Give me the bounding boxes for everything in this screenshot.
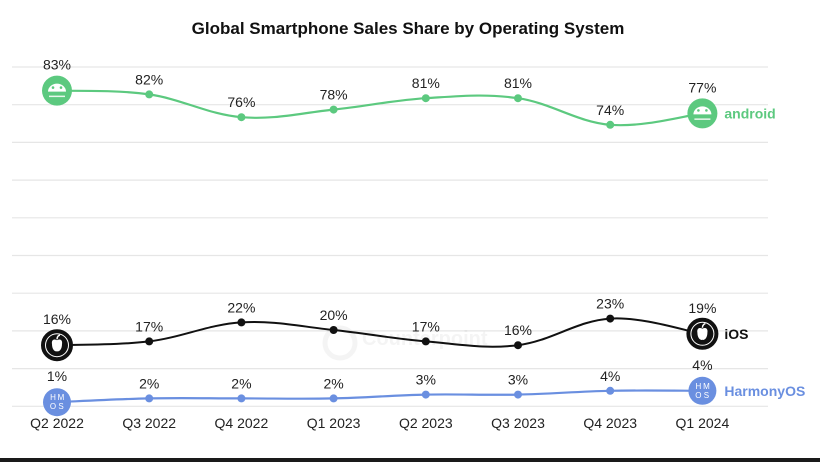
data-label: 16%: [504, 322, 532, 338]
svg-text:O: O: [695, 391, 701, 400]
chart-title: Global Smartphone Sales Share by Operati…: [192, 19, 625, 38]
series-harmonyos: 1% 2% 2% 2% 3% 3% 4%4%H MO SH MO S HarmonyOS: [43, 357, 805, 417]
data-label: 76%: [227, 94, 255, 110]
svg-text:S: S: [704, 391, 709, 400]
svg-text:O: O: [50, 402, 56, 411]
android-icon: [42, 75, 72, 106]
data-label: 2%: [139, 375, 159, 391]
harmonyos-icon: H MO S: [43, 388, 71, 417]
x-axis: Q2 2022 Q3 2022 Q4 2022 Q1 2023 Q2 2023 Q3 20…: [30, 415, 729, 431]
data-point: [329, 394, 338, 403]
data-point: [421, 337, 430, 346]
data-label: 23%: [596, 296, 624, 312]
data-label: 83%: [43, 57, 71, 73]
data-label: 81%: [504, 75, 532, 91]
data-label: 4%: [692, 357, 712, 373]
data-label: 17%: [135, 318, 163, 334]
x-tick-label: Q2 2022: [30, 415, 84, 431]
data-label: 3%: [416, 372, 436, 388]
series-android: 83% 82% 76% 78% 81% 81% 74% 77% android: [42, 57, 776, 129]
data-label: 22%: [227, 299, 255, 315]
data-point: [237, 394, 246, 403]
series-ios: 16% 17% 22% 20% 17% 16% 23% 19% iOS: [41, 296, 749, 362]
data-label: 3%: [508, 372, 528, 388]
data-point: [606, 386, 615, 395]
series-line: [56, 317, 703, 348]
svg-text:S: S: [58, 402, 63, 411]
apple-icon: [686, 317, 719, 350]
data-point: [421, 390, 430, 399]
data-point: [514, 94, 522, 103]
data-label: 74%: [596, 102, 624, 118]
gridlines: [12, 66, 768, 407]
data-point: [145, 394, 154, 403]
data-point: [329, 326, 338, 334]
svg-text:M: M: [703, 382, 710, 391]
x-tick-label: Q4 2022: [215, 415, 269, 431]
legend-label: iOS: [724, 326, 748, 342]
data-label: 19%: [688, 300, 716, 316]
svg-text:H: H: [50, 393, 56, 402]
data-point: [329, 105, 338, 114]
data-point: [514, 390, 522, 399]
data-label: 81%: [412, 75, 440, 91]
data-point: [606, 120, 615, 129]
x-tick-label: Q4 2023: [583, 415, 637, 431]
bottom-border: [0, 458, 820, 462]
data-label: 2%: [323, 375, 343, 391]
data-point: [421, 94, 430, 103]
data-label: 77%: [688, 79, 716, 95]
data-point: [145, 90, 154, 99]
data-label: 16%: [43, 311, 71, 327]
data-label: 1%: [47, 368, 67, 384]
apple-icon: [41, 329, 73, 362]
data-label: 2%: [231, 375, 251, 391]
x-tick-label: Q3 2022: [122, 415, 176, 431]
x-tick-label: Q3 2023: [491, 415, 545, 431]
data-point: [237, 113, 246, 122]
data-point: [514, 341, 522, 350]
series-line: [56, 89, 703, 127]
data-label: 17%: [412, 318, 440, 334]
data-point: [237, 318, 246, 327]
harmonyos-icon: H MO S: [688, 376, 717, 405]
series-layer: 83% 82% 76% 78% 81% 81% 74% 77% android 16% 17% 22%…: [41, 57, 805, 417]
svg-text:H: H: [696, 382, 702, 391]
x-tick-label: Q2 2023: [399, 415, 453, 431]
x-tick-label: Q1 2023: [307, 415, 361, 431]
legend-label: android: [724, 105, 775, 121]
x-tick-label: Q1 2024: [676, 415, 730, 431]
svg-text:M: M: [58, 393, 65, 402]
android-icon: [687, 98, 718, 129]
data-point: [145, 337, 154, 346]
data-label: 4%: [600, 368, 620, 384]
data-label: 82%: [135, 71, 163, 87]
series-line: [56, 389, 703, 404]
data-label: 78%: [320, 87, 348, 103]
data-point: [606, 314, 615, 323]
legend-label: HarmonyOS: [724, 383, 805, 399]
data-label: 20%: [320, 307, 348, 323]
